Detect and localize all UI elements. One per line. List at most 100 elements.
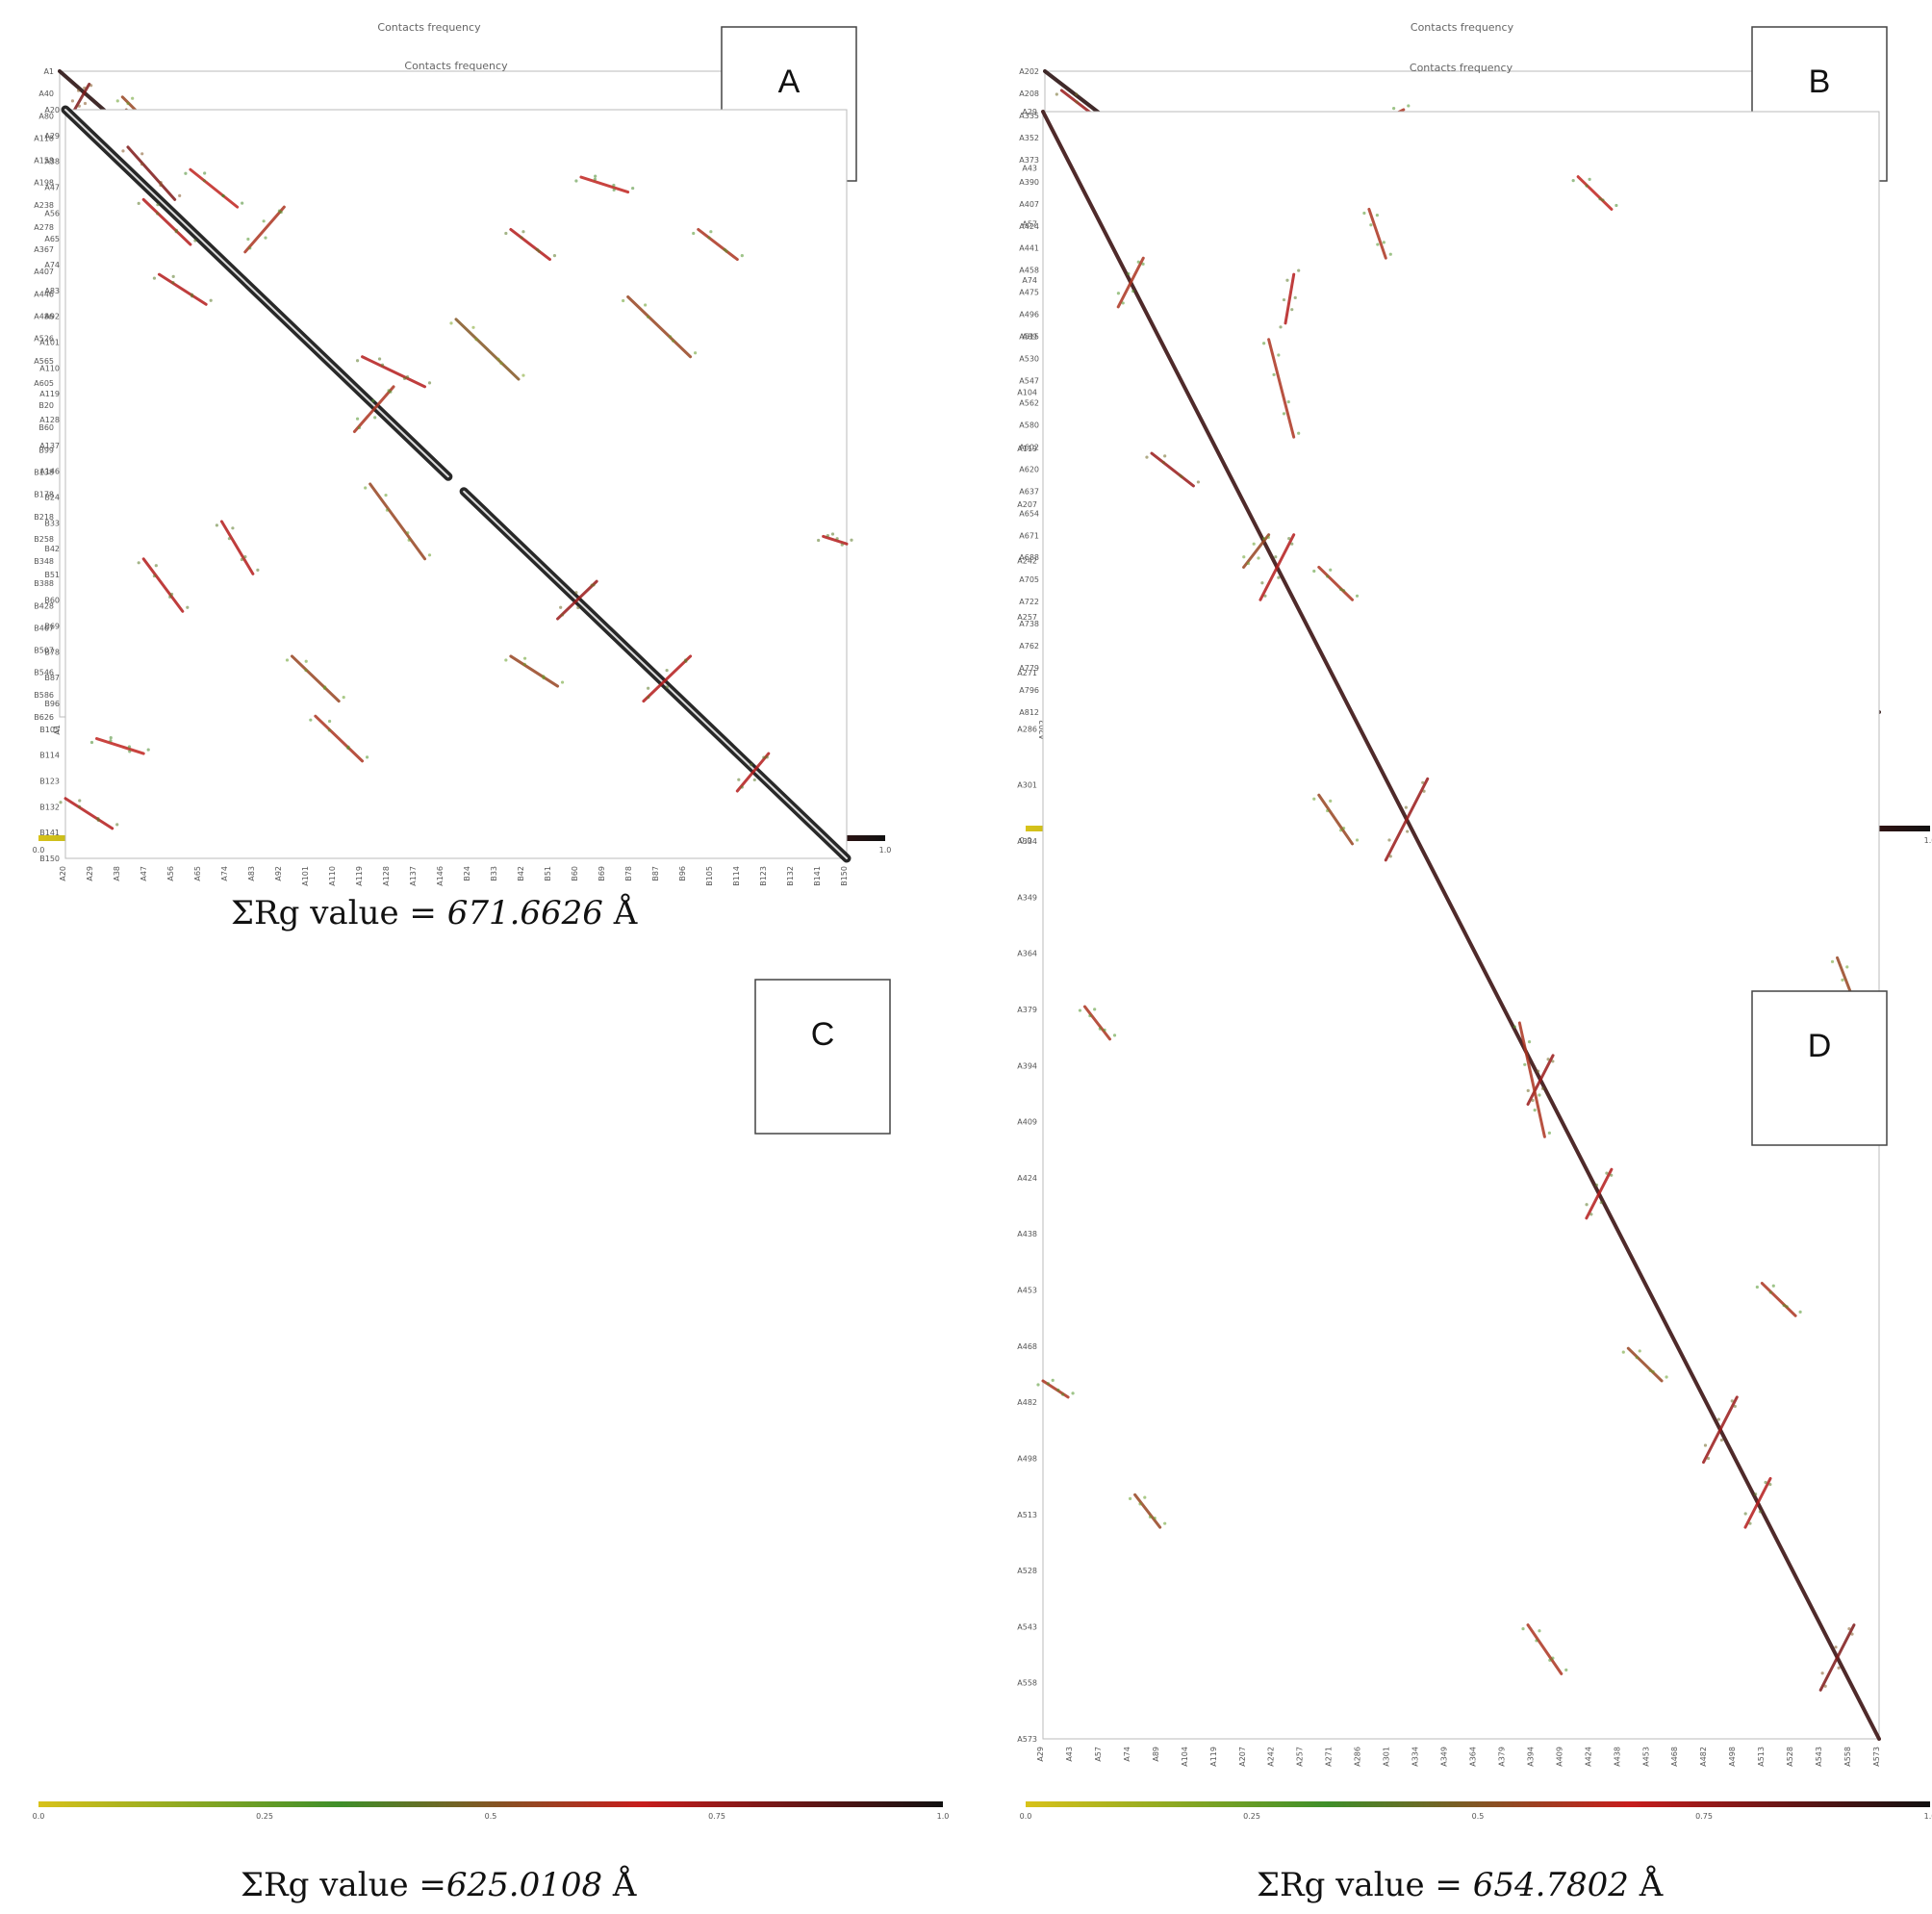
contact-dot-d-4-4 xyxy=(1387,838,1391,842)
y-tick-label-b: A547 xyxy=(1019,377,1039,386)
contact-map-chart-d: Contacts frequency A29 A43 A57 A74 A89 A104 A11… xyxy=(1017,62,1932,1904)
y-tick-label-c: A29 xyxy=(44,132,60,140)
y-tick-label-d: A498 xyxy=(1017,1454,1037,1463)
y-tick-label-d: A482 xyxy=(1017,1398,1037,1407)
contact-trace-c-16 xyxy=(454,318,521,381)
y-tick-label-c: B78 xyxy=(44,648,60,656)
x-tick-label-d: A468 xyxy=(1670,1747,1679,1767)
y-tick-label-b: A812 xyxy=(1019,708,1039,717)
y-tick-label-a: B546 xyxy=(34,669,54,677)
contact-dot-c-17-3 xyxy=(406,531,410,535)
contact-dot-c-18-0 xyxy=(215,523,218,527)
contact-dot-d-19-4 xyxy=(1648,1368,1652,1372)
contact-dot-d-3-4 xyxy=(1260,581,1264,585)
contact-dot-d-10-4 xyxy=(1282,412,1286,416)
contact-trace-d-4 xyxy=(1384,777,1430,862)
contact-dot-d-10-2 xyxy=(1272,372,1276,376)
y-tick-label-d: A394 xyxy=(1017,1061,1037,1070)
contact-dot-c-24-2 xyxy=(522,662,526,666)
contact-dot-d-5-0 xyxy=(1546,1058,1550,1061)
contact-dot-d-20-5 xyxy=(1798,1310,1802,1314)
y-tick-label-d: A74 xyxy=(1022,276,1037,285)
x-tick-label-d: A286 xyxy=(1354,1747,1362,1767)
contact-dot-c-10-3 xyxy=(665,685,669,689)
contact-dot-c-18-2 xyxy=(227,537,231,541)
contact-dot-a-1-0 xyxy=(83,86,87,90)
contact-dot-c-17-5 xyxy=(427,553,432,557)
contact-trace-d-3 xyxy=(1258,533,1296,601)
y-tick-label-a: B138 xyxy=(34,468,54,476)
contact-dot-d-12-5 xyxy=(1297,268,1301,272)
contact-dot-c-16-2 xyxy=(474,338,478,342)
contact-trace-highlight-c-1 xyxy=(463,490,848,859)
contact-trace-d-24 xyxy=(1133,1493,1162,1529)
contact-dot-c-12-1 xyxy=(594,174,597,178)
y-tick-label-c: A56 xyxy=(44,209,60,217)
y-tick-label-b: A352 xyxy=(1019,134,1039,142)
contact-dot-d-6-3 xyxy=(1599,1200,1603,1205)
contact-trace-c-9 xyxy=(556,579,598,621)
contact-dot-d-24-0 xyxy=(1128,1496,1132,1500)
contact-dot-c-14-4 xyxy=(723,247,726,251)
contact-dot-c-11-3 xyxy=(752,778,756,782)
x-tick-label-c: A137 xyxy=(409,866,418,886)
x-tick-label-d: A379 xyxy=(1497,1747,1506,1767)
contact-trace-c-24 xyxy=(509,654,560,688)
contact-dot-d-1-0 xyxy=(1136,260,1140,264)
contact-dot-c-7-2 xyxy=(371,398,375,403)
contact-trace-d-14 xyxy=(1367,207,1387,260)
contact-trace-d-8 xyxy=(1743,1476,1772,1529)
y-tick-label-b: A202 xyxy=(1019,67,1039,76)
y-tick-label-c: B51 xyxy=(44,571,60,579)
x-tick-label-d: A301 xyxy=(1383,1747,1391,1767)
contact-trace-c-8 xyxy=(361,355,427,389)
contact-dot-c-25-1 xyxy=(830,532,835,536)
contact-dot-c-21-1 xyxy=(78,799,82,803)
contact-dot-c-22-4 xyxy=(322,686,327,690)
contact-dot-c-2-1 xyxy=(140,152,144,156)
contact-dot-d-16-3 xyxy=(1342,827,1346,830)
y-tick-label-c: B132 xyxy=(39,803,60,811)
contact-dot-c-13-5 xyxy=(552,254,557,258)
contact-dot-c-23-0 xyxy=(309,718,313,722)
y-tick-label-a: A565 xyxy=(34,357,54,366)
contact-dot-d-9-3 xyxy=(1837,1666,1841,1670)
y-tick-label-b: A762 xyxy=(1019,642,1039,651)
rg-unit-a: Å xyxy=(603,893,638,932)
x-tick-label-c: A146 xyxy=(436,866,445,886)
x-tick-label-d: A89 xyxy=(1152,1747,1160,1762)
contact-dot-d-12-0 xyxy=(1279,325,1283,329)
y-tick-label-b: A580 xyxy=(1019,421,1039,429)
x-tick-label-c: A65 xyxy=(193,866,202,881)
contact-dot-c-16-3 xyxy=(496,357,500,361)
contact-dot-d-13-0 xyxy=(1571,179,1575,183)
x-tick-label-c: A74 xyxy=(220,866,229,881)
contact-dot-d-15-3 xyxy=(1342,589,1346,593)
contact-dot-d-6-0 xyxy=(1605,1171,1609,1175)
y-tick-label-a: B586 xyxy=(34,691,54,700)
contact-trace-c-5 xyxy=(243,205,286,254)
y-tick-label-d: A334 xyxy=(1017,837,1037,846)
y-tick-label-b: A390 xyxy=(1019,178,1039,187)
contact-trace-c-12 xyxy=(579,175,630,194)
contact-dot-b-1-2 xyxy=(1075,100,1079,104)
contact-dot-d-17-4 xyxy=(1098,1027,1102,1031)
contact-map-chart-c: Contacts frequencyA20A29A38A47A56A65A74A… xyxy=(33,60,950,1904)
contact-dot-c-23-2 xyxy=(327,728,331,732)
y-tick-label-d: A364 xyxy=(1017,950,1037,958)
x-tick-label-d: A513 xyxy=(1757,1747,1766,1767)
contact-dot-d-17-1 xyxy=(1093,1008,1097,1011)
contact-dot-c-13-4 xyxy=(535,247,539,251)
contact-dot-c-2-3 xyxy=(159,180,163,185)
contact-trace-c-17 xyxy=(369,482,427,561)
contact-dot-d-8-4 xyxy=(1743,1512,1747,1516)
contact-dot-c-16-1 xyxy=(471,325,475,329)
y-tick-label-d: A242 xyxy=(1017,556,1037,565)
contact-dot-d-11-4 xyxy=(1179,473,1182,477)
y-tick-label-d: A207 xyxy=(1017,500,1037,509)
contact-dot-c-2-4 xyxy=(159,183,163,188)
contact-trace-c-4 xyxy=(189,167,240,209)
x-tick-label-c: A83 xyxy=(247,866,256,881)
contact-dot-d-22-2 xyxy=(1535,1639,1538,1643)
y-tick-label-d: A89 xyxy=(1022,332,1037,341)
